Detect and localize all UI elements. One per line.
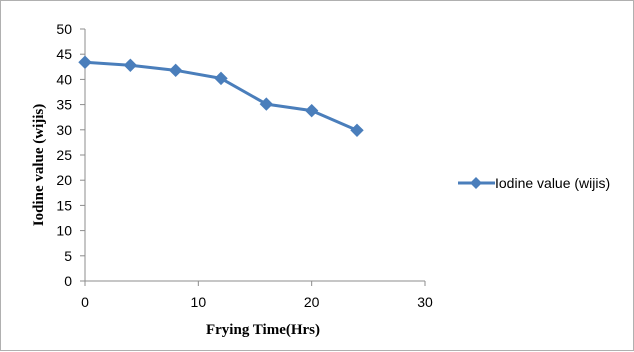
legend-label: Iodine value (wijis) [495, 175, 610, 191]
y-tick-label: 0 [64, 273, 72, 289]
y-tick-label: 10 [56, 223, 72, 239]
x-axis-title: Frying Time(Hrs) [206, 322, 320, 338]
legend-diamond-marker [470, 177, 482, 189]
y-tick-label: 5 [64, 248, 72, 264]
data-point-marker [350, 123, 364, 138]
y-axis-title: Iodine value (wijis) [31, 104, 47, 227]
data-point-marker [304, 103, 319, 118]
x-tick-label: 20 [304, 294, 320, 310]
y-tick-label: 15 [56, 197, 72, 213]
series-layer [78, 55, 364, 138]
y-tick-label: 45 [56, 46, 72, 62]
data-point-marker [168, 63, 183, 78]
plot-area: 0 5 10 15 20 25 30 35 40 45 50 0 10 20 30 [56, 21, 433, 310]
data-point-marker [214, 71, 228, 86]
data-point-marker [78, 55, 92, 69]
y-tick-label: 25 [56, 147, 72, 163]
x-axis-ticks: 0 10 20 30 [81, 281, 433, 310]
data-point-marker [259, 97, 274, 111]
y-tick-label: 30 [56, 122, 72, 138]
legend: Iodine value (wijis) [458, 175, 610, 191]
y-tick-label: 35 [56, 97, 72, 113]
x-tick-label: 0 [81, 294, 89, 310]
y-tick-label: 20 [56, 172, 72, 188]
x-tick-label: 30 [417, 294, 433, 310]
x-tick-label: 10 [191, 294, 207, 310]
y-axis-ticks: 0 5 10 15 20 25 30 35 40 45 50 [56, 21, 85, 289]
data-point-marker [123, 58, 138, 72]
y-tick-label: 40 [56, 71, 72, 87]
y-tick-label: 50 [56, 21, 72, 37]
